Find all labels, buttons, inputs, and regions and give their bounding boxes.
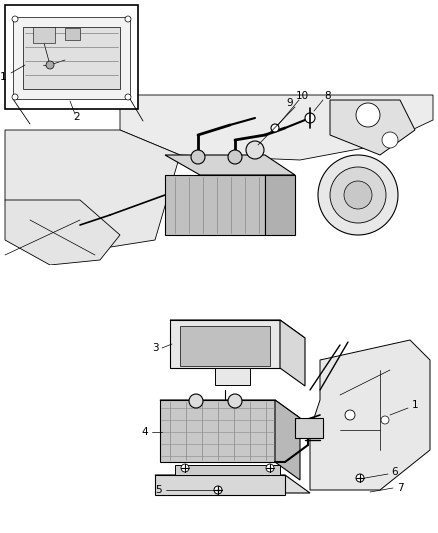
Circle shape — [228, 394, 242, 408]
Circle shape — [12, 16, 18, 22]
Circle shape — [181, 464, 189, 472]
Circle shape — [214, 486, 222, 494]
Circle shape — [344, 181, 372, 209]
Circle shape — [318, 155, 398, 235]
Circle shape — [125, 16, 131, 22]
Polygon shape — [310, 340, 430, 490]
Text: 1: 1 — [0, 72, 6, 82]
Bar — [0, 265, 438, 280]
Circle shape — [330, 167, 386, 223]
Circle shape — [191, 150, 205, 164]
Polygon shape — [280, 320, 305, 386]
Polygon shape — [13, 17, 130, 99]
Circle shape — [12, 94, 18, 100]
Bar — [295, 418, 323, 438]
Text: 3: 3 — [152, 343, 158, 353]
Circle shape — [345, 410, 355, 420]
Circle shape — [381, 416, 389, 424]
Polygon shape — [120, 95, 433, 160]
Polygon shape — [170, 320, 305, 338]
Text: 10: 10 — [296, 91, 308, 101]
Polygon shape — [165, 175, 265, 235]
Polygon shape — [5, 200, 120, 265]
Polygon shape — [170, 320, 280, 368]
Polygon shape — [23, 27, 120, 89]
Text: 7: 7 — [397, 483, 403, 493]
Polygon shape — [180, 326, 270, 366]
Circle shape — [271, 124, 279, 132]
Circle shape — [228, 150, 242, 164]
Polygon shape — [215, 368, 250, 385]
Text: 6: 6 — [392, 467, 398, 477]
Circle shape — [356, 474, 364, 482]
Polygon shape — [330, 100, 415, 155]
Polygon shape — [175, 465, 280, 475]
Circle shape — [305, 113, 315, 123]
Circle shape — [125, 94, 131, 100]
Circle shape — [246, 141, 264, 159]
Circle shape — [189, 394, 203, 408]
Polygon shape — [165, 155, 295, 175]
Text: 8: 8 — [325, 91, 331, 101]
Circle shape — [382, 132, 398, 148]
Polygon shape — [275, 400, 300, 480]
Circle shape — [356, 103, 380, 127]
Polygon shape — [265, 175, 295, 235]
Bar — [65, 28, 80, 40]
Text: 4: 4 — [141, 427, 148, 437]
Bar — [5, 5, 138, 109]
Text: 9: 9 — [287, 98, 293, 108]
Circle shape — [266, 464, 274, 472]
Bar — [33, 27, 55, 43]
Text: 1: 1 — [412, 400, 418, 410]
Circle shape — [46, 61, 54, 69]
Polygon shape — [160, 400, 275, 462]
Text: 2: 2 — [74, 112, 80, 122]
Polygon shape — [5, 130, 180, 255]
Polygon shape — [155, 475, 310, 493]
Polygon shape — [155, 475, 285, 495]
Text: 5: 5 — [155, 485, 161, 495]
Polygon shape — [160, 400, 300, 418]
